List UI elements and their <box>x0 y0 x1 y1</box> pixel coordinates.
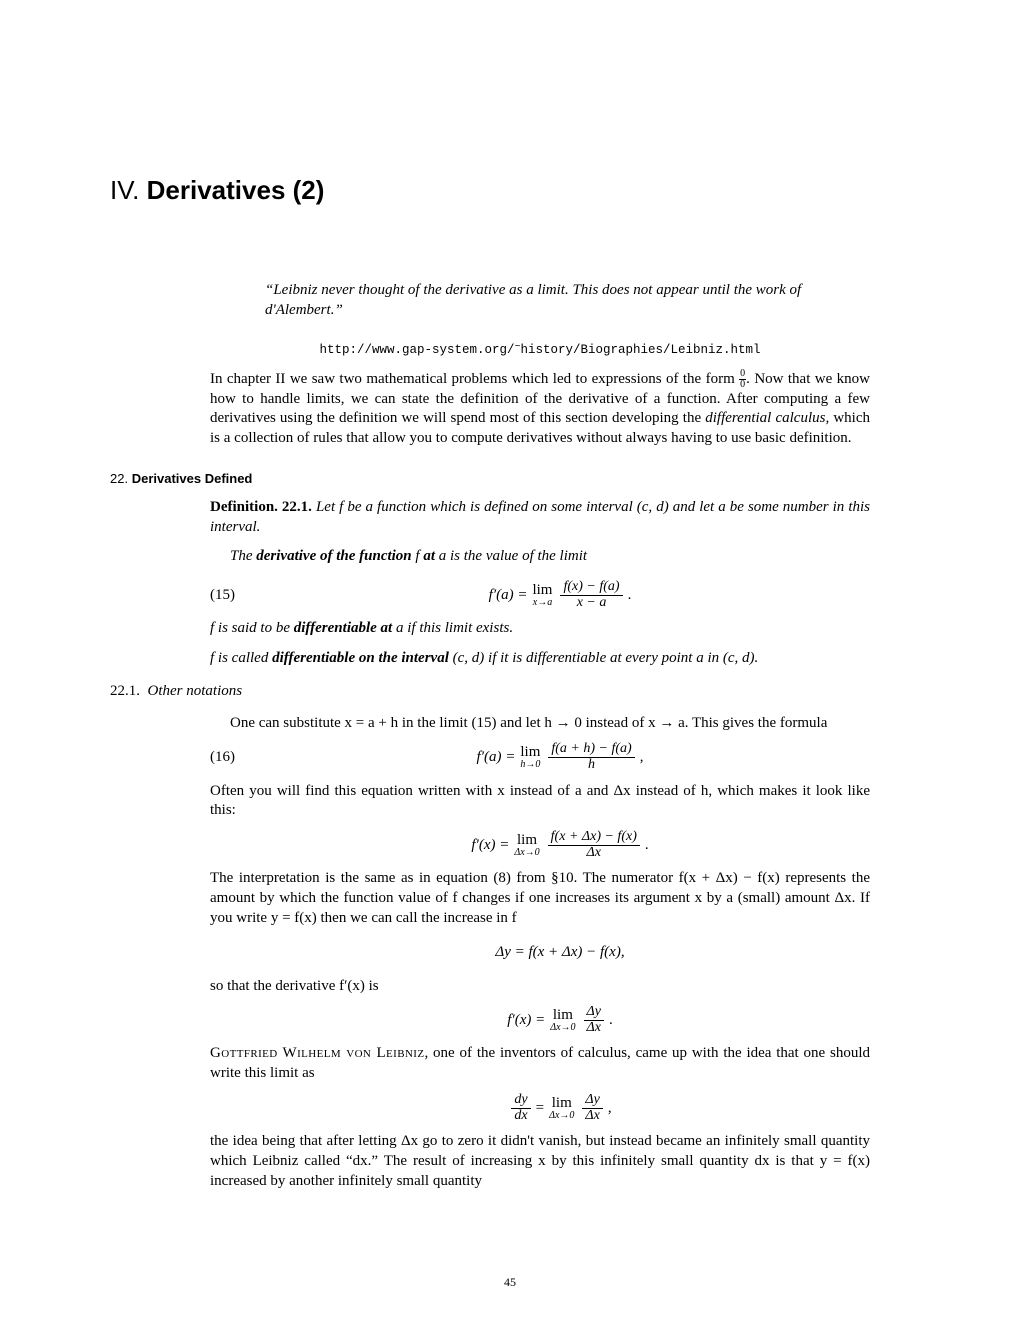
eq18-lhs: f′(x) = <box>507 1012 545 1029</box>
eq19-tail: , <box>608 1100 612 1117</box>
frac-bot: Δx <box>582 1109 602 1124</box>
eq19-lim: limΔx→0 <box>549 1096 574 1121</box>
eq15-lhs: f′(a) = <box>489 587 528 604</box>
lim-top: lim <box>532 583 552 598</box>
definition-line-c: f is said to be differentiable at a if t… <box>210 619 870 639</box>
eq15-tail: . <box>628 587 632 604</box>
url-suffix: history/Biographies/Leibniz.html <box>521 343 761 357</box>
equation-16: (16) f′(a) = limh→0 f(a + h) − f(a)h , <box>210 740 910 776</box>
lim-bot: Δx→0 <box>549 1111 574 1121</box>
frac-top: f(x + Δx) − f(x) <box>548 830 640 845</box>
chapter-name: Derivatives (2) <box>147 175 325 205</box>
intro-italic: differential calculus, <box>705 410 829 426</box>
def-b3: a is the value of the limit <box>435 548 587 564</box>
eq16-frac: f(a + h) − f(a)h <box>548 742 634 772</box>
frac-top: 0 <box>740 369 745 379</box>
lim-bot: x→a <box>533 598 552 608</box>
paragraph-5: Gottfried Wilhelm von Leibniz, one of th… <box>210 1044 870 1084</box>
def-d2: (c, d) if it is differentiable at every … <box>449 650 758 666</box>
url-tilde: ~ <box>514 342 520 353</box>
chapter-title: IV. Derivatives (2) <box>110 175 910 206</box>
eq19-lhs-frac: dydx <box>511 1093 530 1123</box>
subsection-22-1-heading: 22.1. Other notations <box>110 683 910 700</box>
eq17-tail: . <box>645 837 649 854</box>
equation-15: (15) f′(a) = limx→a f(x) − f(a)x − a . <box>210 577 910 613</box>
frac-top: Δy <box>584 1005 604 1020</box>
eq16-lhs: f′(a) = <box>477 749 516 766</box>
section-title: Derivatives Defined <box>132 471 253 486</box>
equation-fprime-dy-dx: f′(x) = limΔx→0 ΔyΔx . <box>210 1002 910 1038</box>
frac-bot: dx <box>511 1109 530 1124</box>
lim-bot: Δx→0 <box>550 1023 575 1033</box>
subsection-text: 22.1. <box>110 683 140 699</box>
eq17-frac: f(x + Δx) − f(x)Δx <box>548 830 640 860</box>
definition-line-b: The derivative of the function f at a is… <box>210 547 870 567</box>
eq17-lhs: f′(x) = <box>471 837 509 854</box>
epigraph-quote: “Leibniz never thought of the derivative… <box>265 280 850 321</box>
p3-text: The interpretation is the same as in equ… <box>210 870 870 926</box>
eq18-lim: limΔx→0 <box>550 1008 575 1033</box>
def-d-bold: differentiable on the interval <box>272 650 449 666</box>
definition-head: Definition. 22.1. <box>210 499 312 515</box>
frac-top: dy <box>511 1093 530 1108</box>
p4-text: so that the derivative f′(x) is <box>210 978 379 994</box>
frac-bot: x − a <box>574 596 610 611</box>
equation-number-15: (15) <box>210 587 235 604</box>
definition-line-d: f is called differentiable on the interv… <box>210 649 870 669</box>
paragraph-2: Often you will find this equation writte… <box>210 782 870 822</box>
paragraph-6: the idea being that after letting Δx go … <box>210 1132 870 1191</box>
intro-text-1: In chapter II we saw two mathematical pr… <box>210 370 739 386</box>
paragraph-4: so that the derivative f′(x) is <box>210 977 870 997</box>
p2-text: Often you will find this equation writte… <box>210 783 870 819</box>
eq18-tail: . <box>609 1012 613 1029</box>
frac-top: Δy <box>582 1093 602 1108</box>
paragraph-3: The interpretation is the same as in equ… <box>210 869 870 928</box>
def-b1: The <box>230 548 256 564</box>
frac-bot: Δx <box>584 846 604 861</box>
lim-top: lim <box>520 745 540 760</box>
equation-dy-dx: dydx = limΔx→0 ΔyΔx , <box>210 1090 910 1126</box>
def-d1: f is called <box>210 650 272 666</box>
leibniz-name: Gottfried Wilhelm von Leibniz <box>210 1045 425 1061</box>
definition-22-1: Definition. 22.1. Let f be a function wh… <box>210 498 870 538</box>
eq19-frac: ΔyΔx <box>582 1093 602 1123</box>
equation-number-16: (16) <box>210 749 235 766</box>
intro-paragraph: In chapter II we saw two mathematical pr… <box>210 369 870 449</box>
lim-bot: h→0 <box>520 760 540 770</box>
p1-text: One can substitute x = a + h in the limi… <box>230 715 827 731</box>
lim-top: lim <box>553 1008 573 1023</box>
frac-bot: h <box>585 758 598 773</box>
def-c-bold: differentiable at <box>294 620 392 636</box>
lim-top: lim <box>517 833 537 848</box>
eq16-lim: limh→0 <box>520 745 540 770</box>
def-b-bold2: at <box>423 548 435 564</box>
lim-top: lim <box>552 1096 572 1111</box>
paragraph-1: One can substitute x = a + h in the limi… <box>210 714 870 734</box>
epigraph-url: http://www.gap-system.org/~history/Biogr… <box>210 343 870 357</box>
section-22-heading: 22. Derivatives Defined <box>110 471 910 486</box>
eq15-lim: limx→a <box>532 583 552 608</box>
frac-top: f(x) − f(a) <box>560 580 622 595</box>
def-b2: f <box>412 548 424 564</box>
eq15-frac: f(x) − f(a)x − a <box>560 580 622 610</box>
frac-bot: Δx <box>584 1021 604 1036</box>
eq19-mid: = <box>536 1100 544 1117</box>
p6-text: the idea being that after letting Δx go … <box>210 1133 870 1189</box>
url-prefix: http://www.gap-system.org/ <box>319 343 514 357</box>
eq16-tail: , <box>640 749 644 766</box>
lim-bot: Δx→0 <box>514 848 539 858</box>
def-c2: a if this limit exists. <box>392 620 513 636</box>
equation-dx-form: f′(x) = limΔx→0 f(x + Δx) − f(x)Δx . <box>210 827 910 863</box>
chapter-number: IV. <box>110 175 139 205</box>
frac-top: f(a + h) − f(a) <box>548 742 634 757</box>
eq17-lim: limΔx→0 <box>514 833 539 858</box>
section-number: 22. <box>110 471 128 486</box>
eq18-frac: ΔyΔx <box>584 1005 604 1035</box>
def-b-bold: derivative of the function <box>256 548 411 564</box>
def-c1: f is said to be <box>210 620 294 636</box>
eq-dy-text: Δy = f(x + Δx) − f(x), <box>495 944 624 961</box>
page: IV. Derivatives (2) “Leibniz never thoug… <box>0 0 1020 1320</box>
equation-delta-y: Δy = f(x + Δx) − f(x), <box>210 935 910 971</box>
page-number: 45 <box>0 1275 1020 1290</box>
